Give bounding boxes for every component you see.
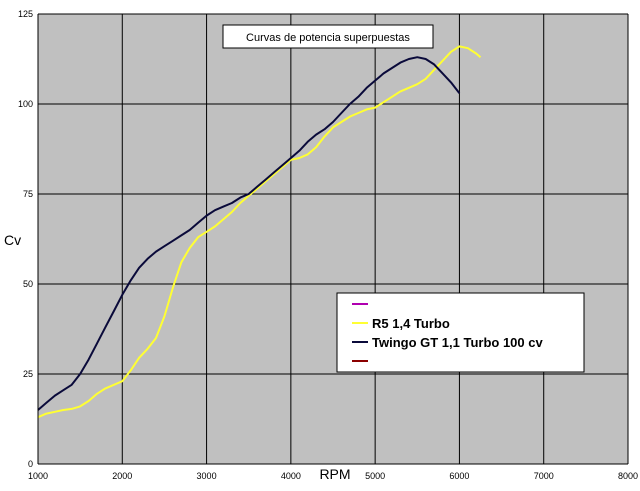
x-tick-label: 8000 (618, 471, 638, 481)
y-axis-title: Cv (4, 232, 21, 248)
plot-area (38, 14, 628, 464)
x-tick-label: 7000 (534, 471, 554, 481)
x-tick-label: 6000 (449, 471, 469, 481)
legend-label-twingo: Twingo GT 1,1 Turbo 100 cv (372, 335, 543, 350)
series-lines (37, 45, 482, 419)
grid-lines (38, 13, 629, 464)
x-tick-label: 4000 (281, 471, 301, 481)
series-line-0 (37, 45, 482, 419)
series-line-1 (37, 56, 461, 411)
y-tick-label: 50 (23, 279, 33, 289)
y-tick-label: 125 (18, 9, 33, 19)
chart-title-box: Curvas de potencia superpuestas (222, 24, 434, 49)
y-tick-labels: 0 25 50 75 100 125 (18, 9, 33, 469)
x-tick-label: 5000 (365, 471, 385, 481)
y-tick-label: 75 (23, 189, 33, 199)
axes (37, 14, 628, 465)
x-tick-label: 1000 (28, 471, 48, 481)
legend-label-r5: R5 1,4 Turbo (372, 316, 450, 331)
x-tick-label: 3000 (197, 471, 217, 481)
chart-title: Curvas de potencia superpuestas (246, 32, 410, 44)
y-tick-label: 100 (18, 99, 33, 109)
legend: R5 1,4 Turbo Twingo GT 1,1 Turbo 100 cv (336, 292, 585, 373)
y-tick-label: 0 (28, 459, 33, 469)
x-axis-title: RPM (319, 466, 350, 482)
x-tick-labels: 1000 2000 3000 4000 5000 6000 7000 8000 (28, 471, 638, 481)
y-tick-label: 25 (23, 369, 33, 379)
x-tick-label: 2000 (112, 471, 132, 481)
